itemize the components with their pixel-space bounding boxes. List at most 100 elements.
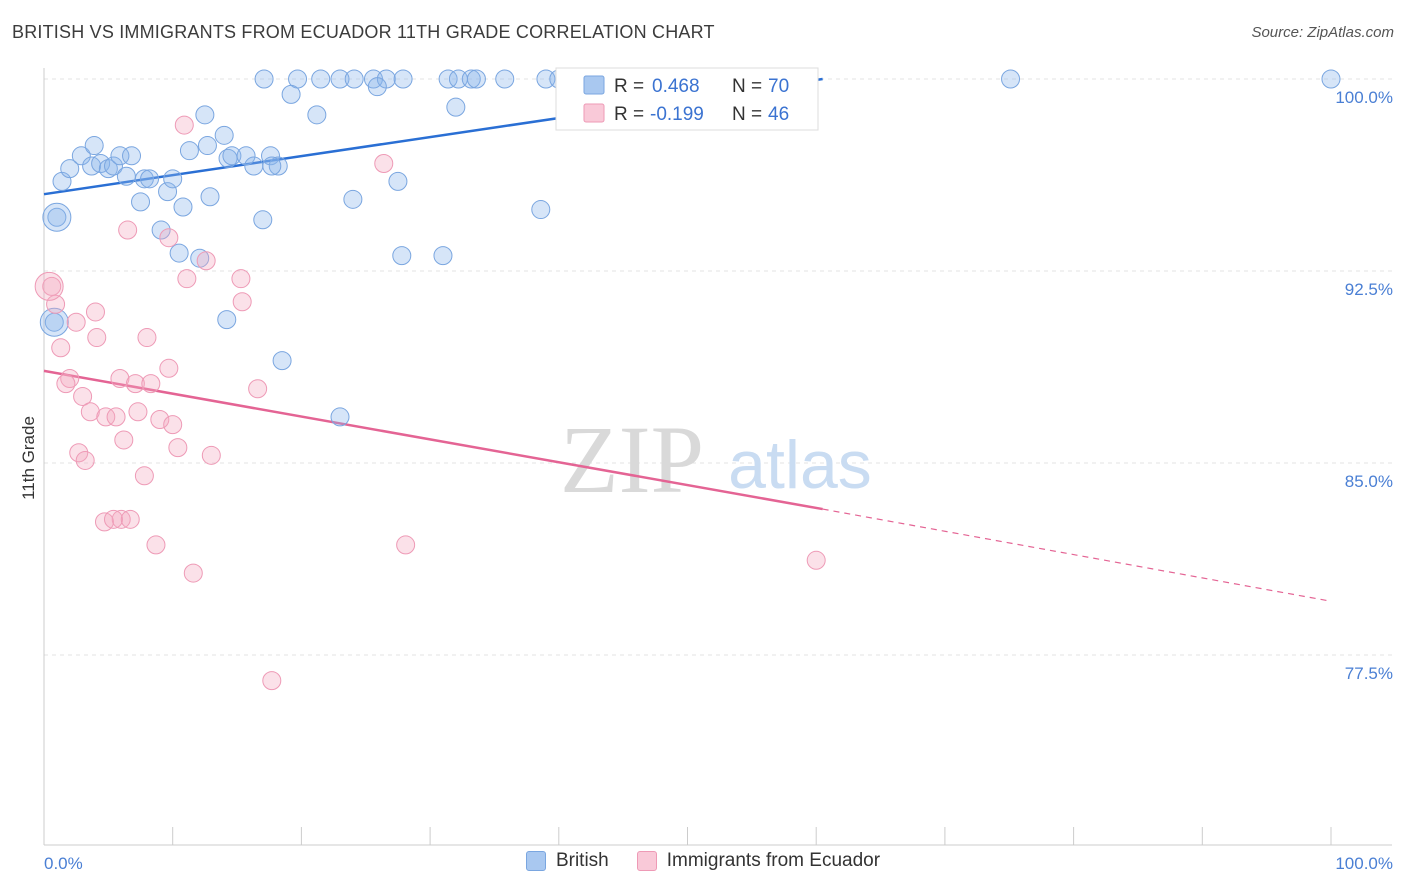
data-point — [96, 407, 116, 427]
trend-line — [43, 369, 823, 511]
data-point — [330, 407, 350, 427]
data-point — [98, 159, 118, 179]
watermark: ZIP atlas — [560, 406, 872, 513]
data-point — [179, 141, 199, 161]
data-point — [393, 69, 413, 89]
data-point — [174, 115, 194, 135]
legend-r-value: 0.468 — [652, 76, 700, 97]
data-point — [131, 192, 151, 212]
y-axis-title: 11th Grade — [19, 416, 38, 500]
data-point — [80, 402, 100, 422]
data-point — [87, 328, 107, 348]
legend-swatch-british — [525, 851, 546, 871]
legend-swatch-british — [583, 75, 605, 95]
series-legend: British Immigrants from Ecuador — [0, 850, 1406, 872]
data-point — [248, 379, 268, 399]
data-point — [73, 386, 93, 406]
data-point — [344, 69, 364, 89]
legend-label-ecuador: Immigrants from Ecuador — [666, 850, 881, 871]
data-point — [85, 302, 105, 322]
data-point — [116, 166, 136, 186]
data-point — [110, 146, 130, 166]
legend-n-value: 46 — [768, 104, 789, 125]
data-point — [374, 153, 394, 173]
data-point — [536, 69, 556, 89]
chart-title: BRITISH VS IMMIGRANTS FROM ECUADOR 11TH … — [12, 22, 715, 42]
data-point — [197, 136, 217, 156]
data-point — [388, 171, 408, 191]
data-point — [42, 276, 62, 296]
legend-item-british: British — [525, 850, 609, 872]
data-point — [69, 443, 89, 463]
data-point — [396, 535, 416, 555]
data-point — [214, 125, 234, 145]
data-point — [71, 146, 91, 166]
data-point — [262, 156, 282, 176]
data-point — [343, 189, 363, 209]
legend-item-ecuador: Immigrants from Ecuador — [636, 850, 881, 872]
data-point — [177, 269, 197, 289]
data-point — [173, 197, 193, 217]
data-point — [466, 69, 486, 89]
source-label: Source: ZipAtlas.com — [1251, 24, 1394, 41]
data-point-large — [34, 271, 64, 301]
data-point-large — [42, 202, 72, 232]
data-point — [231, 269, 251, 289]
data-point — [392, 246, 412, 266]
data-point — [158, 182, 178, 202]
data-point — [60, 159, 80, 179]
data-point — [114, 430, 134, 450]
data-point — [183, 563, 203, 583]
legend-label-british: British — [555, 850, 609, 871]
data-point — [122, 146, 142, 166]
data-point — [461, 69, 481, 89]
data-point — [106, 407, 126, 427]
data-point — [47, 207, 67, 227]
watermark-atlas: atlas — [728, 427, 872, 503]
data-point — [438, 69, 458, 89]
data-point — [103, 509, 123, 529]
x-tick-labels: 0.0% 100.0% — [44, 854, 1393, 873]
x-tick-label: 0.0% — [44, 854, 83, 873]
data-point — [118, 220, 138, 240]
data-point — [222, 146, 242, 166]
data-point — [268, 156, 288, 176]
data-point — [150, 409, 170, 429]
data-point — [281, 84, 301, 104]
data-point — [163, 169, 183, 189]
data-point — [531, 200, 551, 220]
data-point — [232, 292, 252, 312]
y-tick-labels: 100.0% 92.5% 85.0% 77.5% — [1335, 88, 1393, 683]
axes — [43, 68, 1392, 846]
data-point — [159, 358, 179, 378]
data-point — [446, 97, 466, 117]
data-point — [201, 445, 221, 465]
data-point — [1321, 69, 1341, 89]
data-point — [75, 450, 95, 470]
data-point — [151, 220, 171, 240]
data-point — [140, 169, 160, 189]
data-point — [806, 550, 826, 570]
legend-n-value: 70 — [768, 76, 789, 97]
y-tick-label: 100.0% — [1335, 88, 1393, 107]
data-points — [34, 69, 1341, 691]
data-point — [253, 210, 273, 230]
data-point — [330, 69, 350, 89]
legend-swatch-ecuador — [583, 103, 605, 123]
data-point — [200, 187, 220, 207]
data-point — [103, 156, 123, 176]
data-point — [1001, 69, 1021, 89]
data-point — [84, 136, 104, 156]
data-point — [56, 374, 76, 394]
data-point — [134, 169, 154, 189]
data-point — [163, 415, 183, 435]
legend-swatch-ecuador — [636, 851, 657, 871]
data-point — [169, 243, 189, 263]
stats-legend: R = 0.468 N = 70 R = -0.199 N = 46 — [555, 67, 819, 131]
legend-n-label: N = — [732, 104, 762, 125]
data-point — [307, 105, 327, 125]
data-point — [261, 146, 281, 166]
legend-r-label: R = — [614, 104, 644, 125]
data-point — [272, 351, 292, 371]
data-point — [236, 146, 256, 166]
